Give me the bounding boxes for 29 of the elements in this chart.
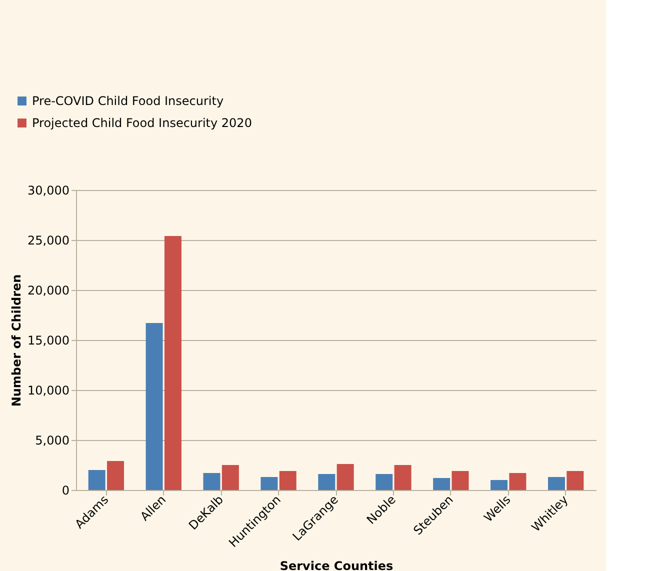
bar — [88, 470, 106, 490]
y-tick-label: 30,000 — [28, 184, 70, 198]
bar — [509, 473, 526, 490]
bar — [318, 474, 336, 490]
bar — [566, 471, 584, 490]
y-tick-label: 20,000 — [28, 284, 70, 298]
bar — [222, 465, 239, 490]
bar — [452, 471, 469, 490]
legend-label: Projected Child Food Insecurity 2020 — [32, 116, 252, 130]
bar — [146, 323, 163, 490]
bar — [394, 465, 412, 490]
y-axis-title: Number of Children — [10, 274, 24, 407]
y-tick-label: 0 — [62, 484, 70, 498]
bar — [376, 474, 393, 490]
bar — [107, 461, 124, 490]
y-tick-label: 25,000 — [28, 234, 70, 248]
y-tick-label: 5,000 — [35, 434, 70, 448]
legend-label: Pre-COVID Child Food Insecurity — [32, 94, 224, 108]
bar — [548, 477, 565, 490]
bar — [260, 477, 278, 490]
bar — [279, 471, 296, 490]
y-tick-label: 10,000 — [28, 384, 70, 398]
bar — [164, 236, 182, 490]
y-tick-label: 15,000 — [28, 334, 70, 348]
bar — [433, 478, 450, 490]
x-axis-title: Service Counties — [280, 559, 394, 571]
bar — [336, 464, 354, 490]
bar — [490, 480, 508, 490]
bar — [203, 473, 220, 490]
